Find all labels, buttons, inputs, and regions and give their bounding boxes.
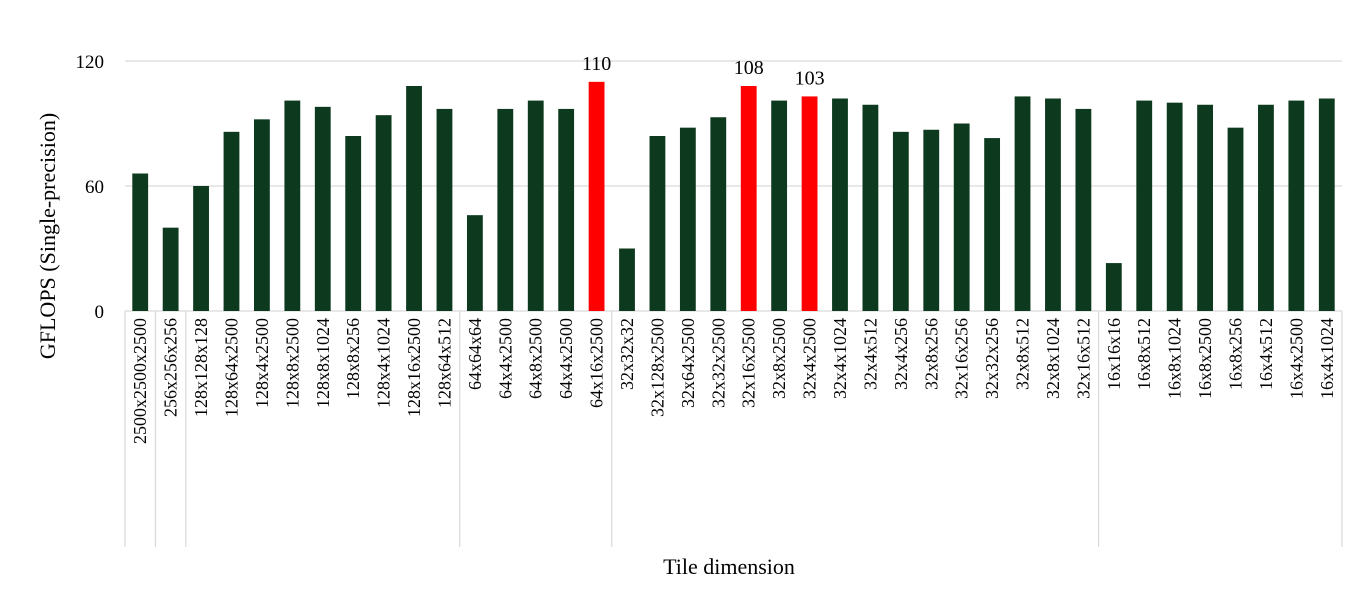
x-tick-label: 128x8x1024 [313, 318, 333, 408]
x-tick-label: 32x32x2500 [708, 318, 728, 408]
bar-32x16x2500-20 [740, 86, 757, 311]
x-tick-label: 32x64x2500 [678, 318, 698, 408]
bar-64x4x2500-14 [558, 108, 575, 312]
bar-32x16x256-27 [953, 123, 970, 311]
bar-32x16x512-31 [1075, 108, 1092, 312]
bar-128x4x2500-4 [254, 119, 270, 311]
gridlines [125, 60, 1342, 312]
bar-2500x2500x2500-0 [132, 173, 149, 311]
x-tick-label: 32x8x512 [1013, 318, 1033, 390]
x-tick-label: 32x4x1024 [830, 318, 850, 399]
x-tick-label: 128x64x2500 [221, 318, 241, 417]
data-label: 108 [734, 57, 764, 79]
x-axis-title: Tile dimension [663, 554, 795, 579]
y-tick-label: 60 [85, 177, 104, 198]
x-tick-label: 32x8x256 [921, 318, 941, 390]
bar-32x4x2500-22 [801, 96, 818, 312]
x-tick-label: 16x4x1024 [1317, 318, 1337, 399]
x-tick-label: 64x4x2500 [556, 318, 576, 399]
x-tick-label: 2500x2500x2500 [130, 318, 150, 444]
bar-16x16x16-32 [1105, 263, 1122, 311]
bar-16x4x1024-39 [1318, 98, 1335, 311]
bar-128x64x512-10 [436, 108, 453, 312]
bar-32x32x32-16 [619, 248, 635, 311]
x-tick-label: 16x8x256 [1226, 318, 1246, 390]
bars [132, 81, 1335, 312]
x-tick-label: 64x8x2500 [526, 318, 546, 399]
x-tick-label: 32x4x2500 [800, 318, 820, 399]
x-tick-label: 64x16x2500 [587, 318, 607, 408]
bar-32x4x256-25 [892, 131, 909, 311]
x-tick-label: 16x8x2500 [1195, 318, 1215, 399]
x-tick-label: 32x16x512 [1073, 318, 1093, 399]
bar-16x4x512-37 [1258, 104, 1274, 311]
bar-32x8x256-26 [923, 129, 940, 311]
x-tick-label: 128x128x128 [191, 318, 211, 417]
bar-16x8x1024-34 [1166, 102, 1183, 312]
x-tick-label: 32x16x2500 [739, 318, 759, 408]
x-tick-label: 16x16x16 [1104, 318, 1124, 390]
bar-16x8x512-33 [1136, 100, 1153, 311]
bar-64x64x64-11 [466, 215, 483, 311]
x-tick-label: 64x64x64 [465, 318, 485, 390]
bar-128x16x2500-9 [406, 86, 422, 311]
bar-32x4x512-24 [862, 104, 879, 311]
bar-128x64x2500-3 [223, 131, 240, 311]
x-tick-label: 32x128x2500 [647, 318, 667, 417]
bar-32x32x2500-19 [710, 117, 727, 311]
bar-16x8x256-36 [1227, 127, 1244, 312]
x-tick-label: 16x8x512 [1134, 318, 1154, 390]
y-axis-tick-labels: 0 60 120 [76, 52, 105, 323]
bar-16x4x2500-38 [1288, 100, 1305, 311]
x-tick-label: 128x4x1024 [374, 318, 394, 408]
bar-128x8x2500-5 [284, 100, 301, 311]
bar-32x8x2500-21 [771, 100, 788, 311]
bar-32x32x256-28 [984, 138, 1001, 311]
bar-128x4x1024-8 [375, 115, 392, 312]
x-tick-label: 256x256x256 [161, 318, 181, 417]
x-tick-label: 128x64x512 [434, 318, 454, 408]
bar-64x4x2500-12 [497, 108, 514, 312]
bar-16x8x2500-35 [1197, 104, 1213, 311]
y-tick-label: 0 [95, 302, 105, 323]
data-labels: 110 108 103 [582, 53, 825, 90]
x-tick-label: 32x4x256 [891, 318, 911, 390]
x-tick-label: 32x32x32 [617, 318, 637, 390]
bar-256x256x256-1 [162, 227, 179, 311]
bar-32x64x2500-18 [679, 127, 696, 312]
bar-32x4x1024-23 [832, 98, 848, 311]
x-tick-label: 128x8x256 [343, 318, 363, 399]
bar-128x8x256-7 [345, 136, 362, 311]
x-tick-label: 32x16x256 [952, 318, 972, 399]
bar-64x16x2500-15 [588, 81, 605, 311]
bar-32x8x1024-30 [1045, 98, 1061, 311]
x-tick-label: 128x16x2500 [404, 318, 424, 417]
bar-128x128x128-2 [193, 186, 209, 311]
bar-128x8x1024-6 [314, 106, 331, 311]
x-tick-label: 128x4x2500 [252, 318, 272, 408]
x-tick-label: 32x8x2500 [769, 318, 789, 399]
x-tick-label: 32x32x256 [982, 318, 1002, 399]
x-tick-label: 16x4x2500 [1286, 318, 1306, 399]
bar-64x8x2500-13 [527, 100, 544, 311]
x-tick-label: 16x8x1024 [1165, 318, 1185, 399]
y-axis-title: GFLOPS (Single-precision) [35, 113, 60, 359]
x-tick-label: 128x8x2500 [282, 318, 302, 408]
bar-32x128x2500-17 [649, 136, 666, 311]
x-tick-label: 32x8x1024 [1043, 318, 1063, 399]
x-tick-label: 32x4x512 [860, 318, 880, 390]
x-axis-category-labels: 2500x2500x2500 256x256x256 128x128x128 128x… [130, 318, 1337, 444]
category-group-separators [124, 311, 1343, 547]
data-label: 110 [582, 53, 611, 75]
data-label: 103 [795, 67, 825, 89]
y-tick-label: 120 [76, 52, 105, 73]
x-tick-label: 16x4x512 [1256, 318, 1276, 390]
x-tick-label: 64x4x2500 [495, 318, 515, 399]
bar-32x8x512-29 [1014, 96, 1031, 312]
